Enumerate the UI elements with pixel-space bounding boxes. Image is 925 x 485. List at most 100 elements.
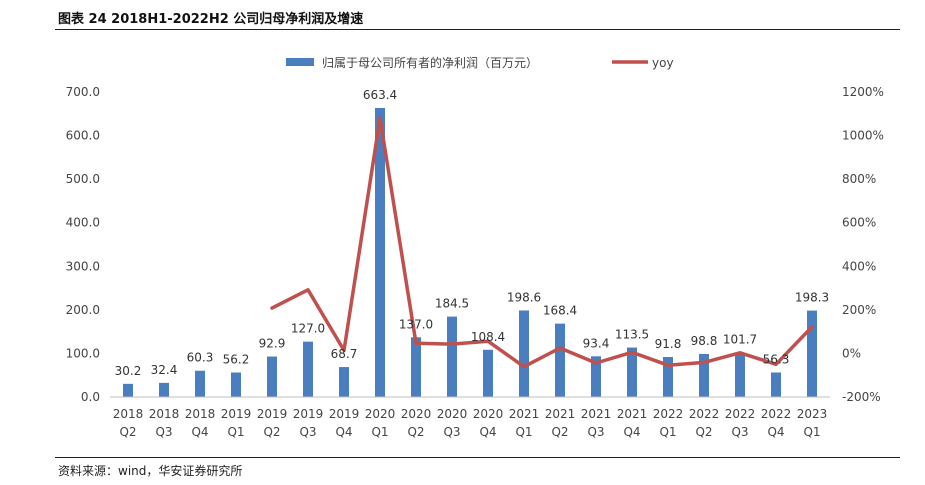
left-axis: 0.0 100.0 200.0 300.0 400.0 500.0 600.0 700.0: [66, 85, 100, 404]
bar-value-label: 68.7: [331, 347, 358, 361]
x-tick-year: 2018: [185, 407, 216, 421]
bar: [159, 382, 169, 397]
bar-value-label: 137.0: [399, 317, 433, 331]
bar-value-label: 93.4: [583, 336, 610, 350]
bar-value-label: 127.0: [291, 322, 325, 336]
bar: [555, 323, 565, 397]
bar-value-label: 92.9: [259, 337, 286, 351]
legend-bar-swatch: [286, 58, 314, 66]
legend-line-label: yoy: [652, 56, 674, 70]
x-tick-quarter: Q4: [191, 425, 208, 439]
right-axis-tick: 800%: [842, 172, 876, 186]
bar: [303, 341, 313, 397]
bar: [735, 352, 745, 397]
x-tick-year: 2023: [797, 407, 828, 421]
left-axis-tick: 400.0: [66, 216, 100, 230]
chart-legend: 归属于母公司所有者的净利润（百万元） yoy: [286, 55, 674, 70]
x-tick-year: 2022: [689, 407, 720, 421]
left-axis-tick: 200.0: [66, 303, 100, 317]
bar-data-labels: 30.2 32.460.3 56.292.9127.068.7663.4137.01…: [115, 88, 830, 378]
x-tick-quarter: Q2: [119, 425, 136, 439]
left-axis-tick: 0.0: [81, 390, 100, 404]
x-axis: 2018 Q2 2018 Q3 2018 Q4 2019 Q1 2019 Q2 2019 Q3 2019…: [110, 396, 830, 439]
yoy-line: [270, 116, 814, 369]
bar: [267, 356, 277, 397]
left-axis-tick: 700.0: [66, 85, 100, 99]
bar-value-label: 198.6: [507, 290, 541, 304]
bar-value-label: 101.7: [723, 333, 757, 347]
x-tick-year: 2020: [437, 407, 468, 421]
x-tick-year: 2021: [617, 407, 648, 421]
x-tick-quarter: Q3: [731, 425, 748, 439]
bar-value-label: 198.3: [795, 291, 829, 305]
legend-bar-label: 归属于母公司所有者的净利润（百万元）: [322, 55, 538, 70]
title-divider: [55, 29, 900, 30]
bar: [123, 383, 133, 397]
bar: [627, 347, 637, 397]
source-note: 资料来源：wind，华安证券研究所: [58, 464, 243, 478]
bar: [195, 370, 205, 397]
x-tick-year: 2019: [293, 407, 324, 421]
bar: [339, 367, 349, 397]
x-tick-quarter: Q3: [299, 425, 316, 439]
right-axis: -200% 0% 200% 400% 600% 800% 1000% 1200%: [842, 85, 884, 404]
bar-value-label: 32.4: [151, 363, 178, 377]
x-tick-quarter: Q2: [263, 425, 280, 439]
bar-value-label: 91.8: [655, 337, 682, 351]
right-axis-tick: 0%: [842, 346, 861, 360]
bar: [375, 107, 385, 397]
x-tick-year: 2021: [509, 407, 540, 421]
x-tick-year: 2018: [149, 407, 180, 421]
x-tick-year: 2019: [221, 407, 252, 421]
x-tick-quarter: Q4: [479, 425, 496, 439]
bar-value-label: 30.2: [115, 364, 142, 378]
x-tick-year: 2020: [365, 407, 396, 421]
bar-value-label: 60.3: [187, 351, 214, 365]
x-tick-year: 2022: [725, 407, 756, 421]
x-tick-quarter: Q1: [227, 425, 244, 439]
right-axis-tick: -200%: [842, 390, 881, 404]
bar-value-label: 113.5: [615, 328, 649, 342]
x-tick-quarter: Q3: [155, 425, 172, 439]
footer-divider: [55, 457, 900, 458]
bar: [591, 356, 601, 397]
right-axis-tick: 200%: [842, 303, 876, 317]
x-tick-quarter: Q3: [443, 425, 460, 439]
bar: [807, 310, 817, 397]
bar-value-label: 184.5: [435, 297, 469, 311]
right-axis-tick: 400%: [842, 259, 876, 273]
figure-title: 图表 24 2018H1-2022H2 公司归母净利润及增速: [58, 12, 364, 27]
x-tick-quarter: Q1: [659, 425, 676, 439]
bar: [699, 353, 709, 397]
bar-value-label: 108.4: [471, 330, 505, 344]
bar-value-label: 56.2: [223, 353, 250, 367]
x-tick-quarter: Q2: [407, 425, 424, 439]
x-tick-quarter: Q4: [767, 425, 784, 439]
bar: [519, 310, 529, 397]
x-tick-quarter: Q3: [587, 425, 604, 439]
bar-value-label: 98.8: [691, 334, 718, 348]
x-tick-year: 2022: [653, 407, 684, 421]
x-tick-quarter: Q1: [803, 425, 820, 439]
x-tick-year: 2020: [473, 407, 504, 421]
x-tick-year: 2018: [113, 407, 144, 421]
bar: [411, 337, 421, 397]
x-tick-year: 2020: [401, 407, 432, 421]
line-series: [270, 116, 814, 369]
x-tick-quarter: Q2: [551, 425, 568, 439]
x-tick-year: 2022: [761, 407, 792, 421]
bar-value-label: 56.3: [763, 352, 790, 366]
bar-series: [123, 107, 817, 397]
bar: [447, 316, 457, 397]
bar-value-label: 168.4: [543, 304, 577, 318]
bar: [231, 372, 241, 397]
x-tick-quarter: Q4: [335, 425, 352, 439]
bar-value-label: 663.4: [363, 88, 397, 102]
bar: [483, 349, 493, 397]
bar: [663, 357, 673, 397]
x-tick-year: 2019: [329, 407, 360, 421]
x-tick-year: 2019: [257, 407, 288, 421]
x-tick-quarter: Q2: [695, 425, 712, 439]
x-tick-quarter: Q1: [515, 425, 532, 439]
